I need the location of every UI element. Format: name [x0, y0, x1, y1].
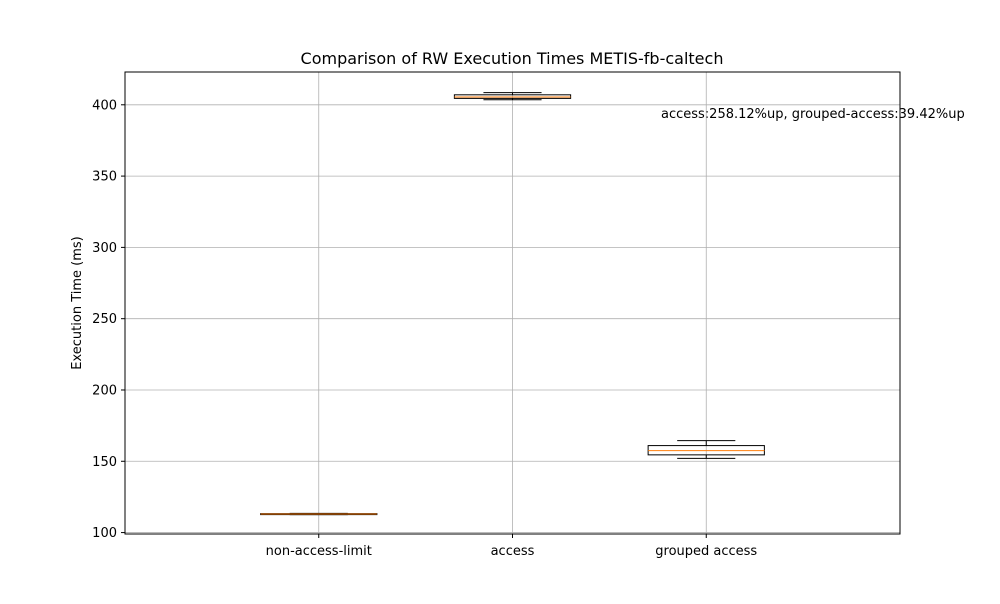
- box-non-access-limit: [260, 512, 378, 516]
- x-tick-label: non-access-limit: [266, 544, 372, 559]
- box-access: [453, 92, 572, 101]
- y-tick-label: 200: [92, 383, 117, 398]
- y-tick-label: 250: [92, 312, 117, 327]
- y-tick-label: 400: [92, 98, 117, 113]
- x-tick-label: access: [491, 544, 535, 559]
- y-tick-label: 150: [92, 455, 117, 470]
- x-tick-label: grouped access: [655, 544, 757, 559]
- chart-title: Comparison of RW Execution Times METIS-f…: [301, 49, 724, 68]
- y-tick-label: 350: [92, 170, 117, 185]
- y-axis-label: Execution Time (ms): [70, 236, 85, 369]
- box-grouped-access: [647, 440, 765, 459]
- y-tick-label: 100: [92, 526, 117, 541]
- y-tick-label: 300: [92, 241, 117, 256]
- grid-layer: [125, 72, 900, 534]
- box-layer: [260, 92, 765, 516]
- annotation-text: access:258.12%up, grouped-access:39.42%u…: [661, 107, 965, 122]
- axis-layer: 100 150 200 250 300 350 400 non-access-limit acc…: [92, 71, 901, 559]
